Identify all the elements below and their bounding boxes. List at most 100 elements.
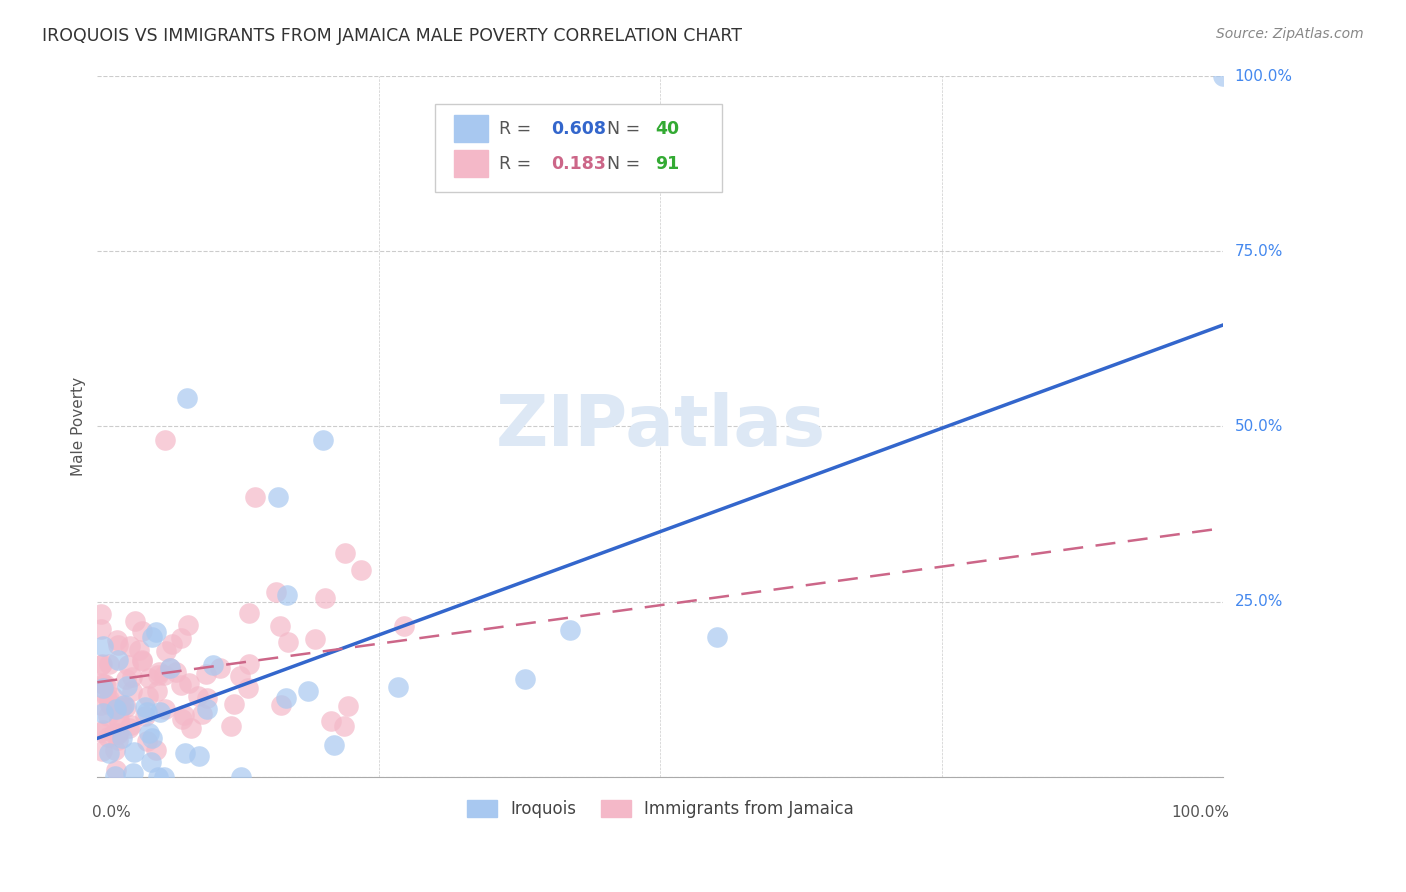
Point [134, 708, 156, 723]
Point [122, 766, 145, 780]
Point [105, 763, 128, 777]
Point [560, 623, 582, 637]
Point [104, 769, 127, 783]
Point [146, 668, 169, 682]
Point [91, 681, 114, 696]
Point [201, 657, 224, 672]
Text: R =: R = [499, 120, 531, 137]
Text: 0.183: 0.183 [551, 154, 606, 173]
Point [276, 690, 298, 705]
Point [90, 622, 112, 636]
Point [266, 490, 288, 504]
Text: 75.0%: 75.0% [1234, 244, 1282, 259]
Point [90, 676, 112, 690]
Point [152, 668, 174, 682]
Point [141, 731, 163, 745]
Point [153, 434, 176, 448]
Point [96, 680, 118, 694]
Point [121, 684, 143, 698]
Point [172, 712, 194, 726]
Point [243, 490, 266, 504]
Point [270, 698, 292, 712]
Point [333, 719, 356, 733]
Point [107, 727, 129, 741]
Point [136, 705, 159, 719]
Point [114, 672, 136, 686]
Point [115, 679, 138, 693]
Point [322, 738, 344, 752]
Point [91, 744, 114, 758]
Point [94, 677, 117, 691]
Point [145, 624, 167, 639]
Point [107, 733, 129, 747]
Point [229, 669, 252, 683]
Point [394, 619, 416, 633]
Point [97, 730, 120, 744]
Point [229, 770, 252, 784]
Point [131, 654, 153, 668]
Point [90, 658, 112, 673]
Text: 0.608: 0.608 [551, 120, 606, 137]
Point [297, 683, 319, 698]
Point [173, 708, 195, 723]
Point [269, 619, 291, 633]
Point [238, 657, 260, 671]
Point [131, 653, 153, 667]
Point [91, 723, 114, 737]
Point [165, 665, 187, 679]
Point [149, 705, 172, 719]
Point [97, 746, 120, 760]
Point [1212, 69, 1234, 83]
Point [177, 675, 200, 690]
FancyBboxPatch shape [436, 104, 723, 192]
Bar [454, 115, 488, 142]
Point [135, 734, 157, 748]
Point [187, 689, 209, 703]
Point [173, 746, 195, 760]
Point [155, 643, 177, 657]
Point [159, 661, 181, 675]
Point [277, 634, 299, 648]
Point [105, 633, 128, 648]
Point [100, 698, 122, 712]
Point [148, 770, 170, 784]
Text: N =: N = [607, 154, 641, 173]
Point [90, 698, 112, 712]
Point [91, 677, 114, 691]
Point [117, 657, 139, 672]
Point [131, 624, 153, 638]
Text: 40: 40 [655, 120, 679, 137]
Point [91, 639, 114, 653]
Point [191, 707, 214, 722]
Point [97, 657, 120, 672]
Point [104, 743, 127, 757]
Point [515, 672, 537, 686]
Point [162, 636, 184, 650]
Point [91, 657, 114, 671]
Legend: Iroquois, Immigrants from Jamaica: Iroquois, Immigrants from Jamaica [460, 793, 860, 824]
Point [194, 667, 217, 681]
Point [138, 726, 160, 740]
Point [180, 722, 202, 736]
Point [153, 770, 176, 784]
Text: N =: N = [607, 120, 641, 137]
Text: R =: R = [499, 154, 531, 173]
Point [314, 591, 336, 605]
Point [141, 631, 163, 645]
Point [124, 614, 146, 628]
Point [276, 589, 298, 603]
Point [120, 718, 142, 732]
Point [103, 727, 125, 741]
Point [90, 607, 112, 622]
Point [128, 642, 150, 657]
Text: 100.0%: 100.0% [1171, 805, 1229, 820]
Point [136, 689, 159, 703]
Point [112, 698, 135, 713]
Point [177, 618, 200, 632]
Point [107, 714, 129, 729]
Text: 25.0%: 25.0% [1234, 594, 1282, 609]
Point [311, 434, 333, 448]
Point [134, 700, 156, 714]
Point [304, 632, 326, 646]
Point [350, 563, 373, 577]
